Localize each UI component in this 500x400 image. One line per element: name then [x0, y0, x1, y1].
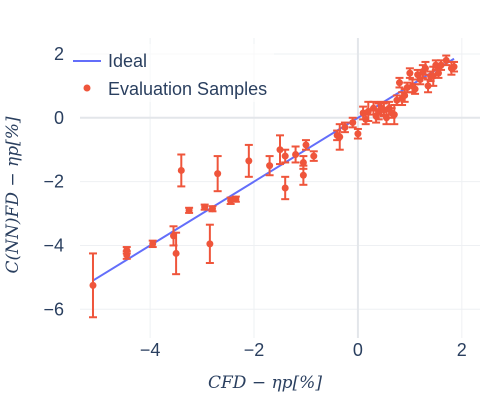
sample-point — [416, 73, 425, 86]
sample-point — [281, 175, 290, 201]
sample-marker — [382, 114, 390, 122]
legend[interactable]: Ideal Evaluation Samples — [64, 44, 274, 102]
sample-point — [185, 206, 194, 214]
sample-point — [208, 205, 217, 213]
sample-marker — [292, 150, 300, 158]
x-tick-label: 2 — [457, 340, 467, 360]
legend-samples-label: Evaluation Samples — [108, 79, 267, 99]
y-axis-title: C(NN)FD − ηp[%] — [3, 116, 23, 273]
evaluation-samples — [88, 54, 459, 319]
sample-point — [353, 127, 362, 140]
sample-marker — [123, 246, 131, 254]
sample-marker — [208, 205, 216, 213]
sample-point — [177, 153, 186, 188]
legend-samples-swatch — [83, 84, 91, 92]
sample-marker — [89, 281, 97, 289]
sample-marker — [432, 61, 440, 69]
sample-point — [301, 139, 310, 151]
sample-marker — [310, 152, 318, 160]
sample-marker — [406, 69, 414, 77]
sample-marker — [411, 85, 419, 93]
sample-point — [231, 195, 240, 203]
sample-marker — [266, 162, 274, 170]
sample-marker — [390, 111, 398, 119]
sample-marker — [341, 123, 349, 131]
sample-marker — [349, 119, 357, 127]
sample-marker — [421, 64, 429, 72]
sample-point — [421, 60, 430, 76]
sample-marker — [149, 240, 157, 248]
x-tick-labels: −4 −2 0 2 — [140, 340, 467, 360]
legend-background — [64, 44, 274, 102]
sample-marker — [299, 158, 307, 166]
sample-marker — [172, 249, 180, 257]
sample-marker — [281, 152, 289, 160]
y-tick-label: 0 — [54, 108, 64, 128]
x-tick-label: −4 — [140, 340, 161, 360]
sample-marker — [302, 141, 310, 149]
sample-marker — [206, 240, 214, 248]
sample-marker — [185, 206, 193, 214]
sample-point — [213, 155, 222, 193]
sample-point — [281, 148, 290, 164]
x-axis-title: CFD − ηp[%] — [208, 373, 322, 393]
sample-marker — [177, 166, 185, 174]
y-tick-label: −6 — [43, 299, 64, 319]
sample-marker — [437, 61, 445, 69]
y-tick-label: −4 — [43, 235, 64, 255]
sample-point — [122, 246, 131, 255]
sample-point — [450, 60, 459, 73]
sample-point — [200, 203, 209, 211]
sample-marker — [364, 107, 372, 115]
sample-marker — [232, 195, 240, 203]
sample-marker — [214, 170, 222, 178]
sample-marker — [354, 130, 362, 138]
sample-marker — [424, 82, 432, 90]
sample-point — [395, 76, 404, 89]
sample-point — [291, 145, 300, 164]
zero-lines — [80, 38, 480, 338]
x-tick-label: −2 — [244, 340, 265, 360]
sample-marker — [450, 63, 458, 71]
sample-point — [148, 239, 157, 249]
sample-marker — [395, 79, 403, 87]
sample-point — [205, 223, 214, 264]
legend-ideal-label: Ideal — [108, 51, 147, 71]
sample-marker — [245, 157, 253, 165]
sample-point — [276, 134, 284, 166]
sample-point — [309, 150, 318, 162]
sample-point — [348, 116, 357, 129]
sample-point — [405, 67, 414, 79]
sample-marker — [434, 69, 442, 77]
sample-marker — [276, 146, 284, 154]
sample-point — [265, 155, 274, 177]
y-tick-labels: −6 −4 −2 0 2 — [43, 44, 64, 319]
y-tick-label: 2 — [54, 44, 64, 64]
sample-point — [172, 231, 181, 276]
sample-marker — [281, 184, 289, 192]
sample-point — [340, 121, 349, 134]
sample-marker — [401, 91, 409, 99]
sample-point — [244, 143, 253, 178]
sample-marker — [299, 171, 307, 179]
sample-marker — [201, 203, 209, 211]
sample-point — [299, 155, 308, 170]
sample-marker — [336, 133, 344, 141]
x-tick-label: 0 — [353, 340, 363, 360]
y-tick-label: −2 — [43, 172, 64, 192]
sample-point — [88, 252, 97, 319]
sample-point — [335, 123, 344, 151]
